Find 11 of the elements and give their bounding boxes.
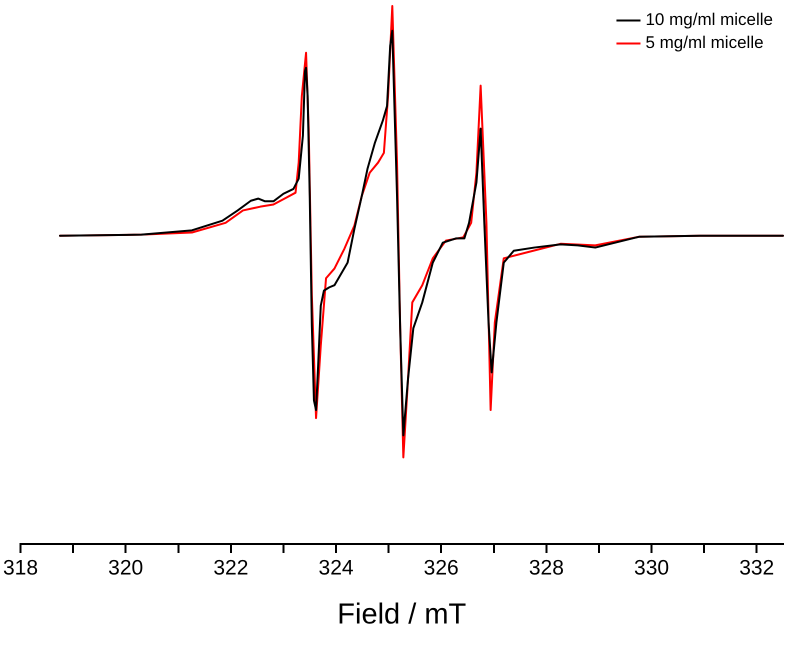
x-tick-label: 326 <box>424 556 459 580</box>
legend-label: 10 mg/ml micelle <box>645 10 774 30</box>
x-tick-label: 322 <box>213 556 248 580</box>
x-tick-label: 330 <box>634 556 670 580</box>
x-axis-title: Field / mT <box>337 598 466 631</box>
x-tick-label: 332 <box>739 556 774 580</box>
x-tick-label: 318 <box>2 556 38 580</box>
x-tick-label: 324 <box>318 556 354 580</box>
legend-label: 5 mg/ml micelle <box>645 33 764 52</box>
x-tick-label: 320 <box>108 556 144 580</box>
x-tick-label: 328 <box>528 556 564 580</box>
